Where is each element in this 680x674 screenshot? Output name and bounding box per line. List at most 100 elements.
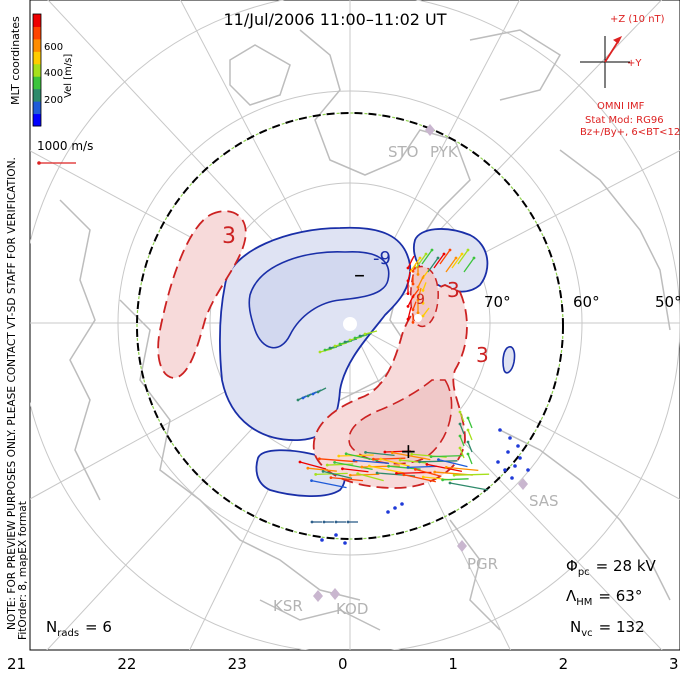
mlt-tick-label: 0 [338,655,348,673]
station-label-pgr: PGR [467,555,498,573]
velocity-vector-origin [466,416,470,420]
velocity-vector-origin [383,450,387,454]
contour-label-3a: 3 [222,224,236,249]
velocity-vector [357,473,384,482]
velocity-vector-origin [424,252,428,256]
low-velocity-point [518,456,522,460]
velocity-vector-origin [329,476,333,480]
mlt-tick-label: 2 [559,655,569,673]
velocity-vector [445,257,457,273]
velocity-vector-origin [410,452,414,456]
velocity-vector [419,460,458,463]
velocity-vector-origin [442,252,446,256]
velocity-vector-origin [306,466,310,470]
velocity-vector-origin [458,422,462,426]
colorbar-segment [33,113,41,127]
velocity-vector-origin [411,308,415,311]
colorbar-segment [33,38,41,52]
colorbar-segment [33,76,41,90]
svg-text:Nrads= 6: Nrads = 6 [46,618,112,639]
low-velocity-point [526,468,530,472]
contour-label-3b: 3 [447,278,460,302]
velocity-vector [319,458,358,463]
velocity-vector-origin [458,410,462,414]
velocity-vector [426,463,463,472]
velocity-vector-origin [466,452,470,456]
velocity-vector [449,482,489,491]
low-velocity-point [510,476,514,480]
velocity-vector-origin [316,390,320,394]
coordinate-system-note: MLT coordinates [9,16,22,105]
velocity-vector-origin [301,396,305,400]
svg-text:ΛHM= 63°: ΛHM = 63° [566,587,642,608]
velocity-vector [380,458,410,467]
velocity-vector [311,479,347,489]
colorbar-segment [33,14,41,27]
velocity-vector-origin [317,457,321,461]
colorbar-tick-400: 400 [44,68,63,79]
velocity-vector [446,466,479,472]
velocity-vector-origin [458,434,462,438]
velocity-vector [407,294,415,307]
velocity-vector [350,473,380,476]
mlt-tick-label: 23 [228,655,247,673]
velocity-vector-origin [466,440,470,444]
colorbar-segment [33,51,41,65]
low-velocity-point [320,538,324,542]
velocity-vector-origin [379,457,383,461]
velocity-vector [407,465,438,468]
velocity-vector [299,461,327,470]
low-velocity-point [508,436,512,440]
velocity-vector [442,478,469,481]
lat-label-50: 50° [655,293,680,311]
velocity-vector [433,253,445,269]
velocity-vector-origin [333,460,337,464]
velocity-vector-origin [337,454,341,458]
velocity-vector-origin [416,311,420,315]
map-title: 11/Jul/2006 11:00–11:02 UT [223,10,446,29]
velocity-vector-origin [360,465,364,469]
heppner-maynard-boundary [136,112,564,540]
velocity-vector [353,459,390,464]
velocity-vector-origin [448,481,452,485]
velocity-vector-origin [338,342,342,346]
velocity-vector [392,452,431,461]
velocity-vector-origin [425,462,429,466]
velocity-vector-origin [458,446,462,450]
velocity-vector-origin [346,520,350,524]
velocity-vector-origin [341,467,344,471]
positive-inner-contour [348,379,453,465]
imf-z-label: +Z (10 nT) [610,14,665,25]
low-velocity-point [334,533,338,537]
velocity-vector-origin [452,473,456,477]
velocity-vector-origin [348,473,352,477]
low-velocity-point [513,464,517,468]
velocity-vector-origin [363,332,367,336]
velocity-vector-origin [411,321,415,324]
velocity-vector-origin [390,451,394,455]
velocity-vector-origin [421,289,425,292]
velocity-vector [407,307,412,320]
svg-text:Nvc= 132: Nvc = 132 [570,618,645,639]
velocity-vector-origin [448,248,452,252]
velocity-vector-origin [406,266,410,270]
velocity-vector-origin [298,460,302,464]
colorbar-segment [33,88,41,102]
coastlines [59,29,671,631]
velocity-vector-origin [413,467,417,471]
velocity-vector-origin [310,479,313,483]
lat-label-60: 60° [573,293,600,311]
low-velocity-point [496,460,500,464]
minimum-marker: – [354,263,365,288]
low-velocity-point [498,428,502,432]
low-velocity-point [393,506,397,510]
velocity-vector-origin [406,292,410,295]
velocity-vector-origin [472,256,476,260]
stat-phi: Φpc = 28 kV [566,557,657,578]
velocity-vector-origin [395,471,398,475]
velocity-vector-origin [406,305,410,308]
imf-condition: Bz+/By+, 6<BT<12 [580,127,680,138]
velocity-vector-origin [371,457,375,461]
velocity-vector-origin [418,256,422,260]
velocity-vector-origin [375,471,379,475]
